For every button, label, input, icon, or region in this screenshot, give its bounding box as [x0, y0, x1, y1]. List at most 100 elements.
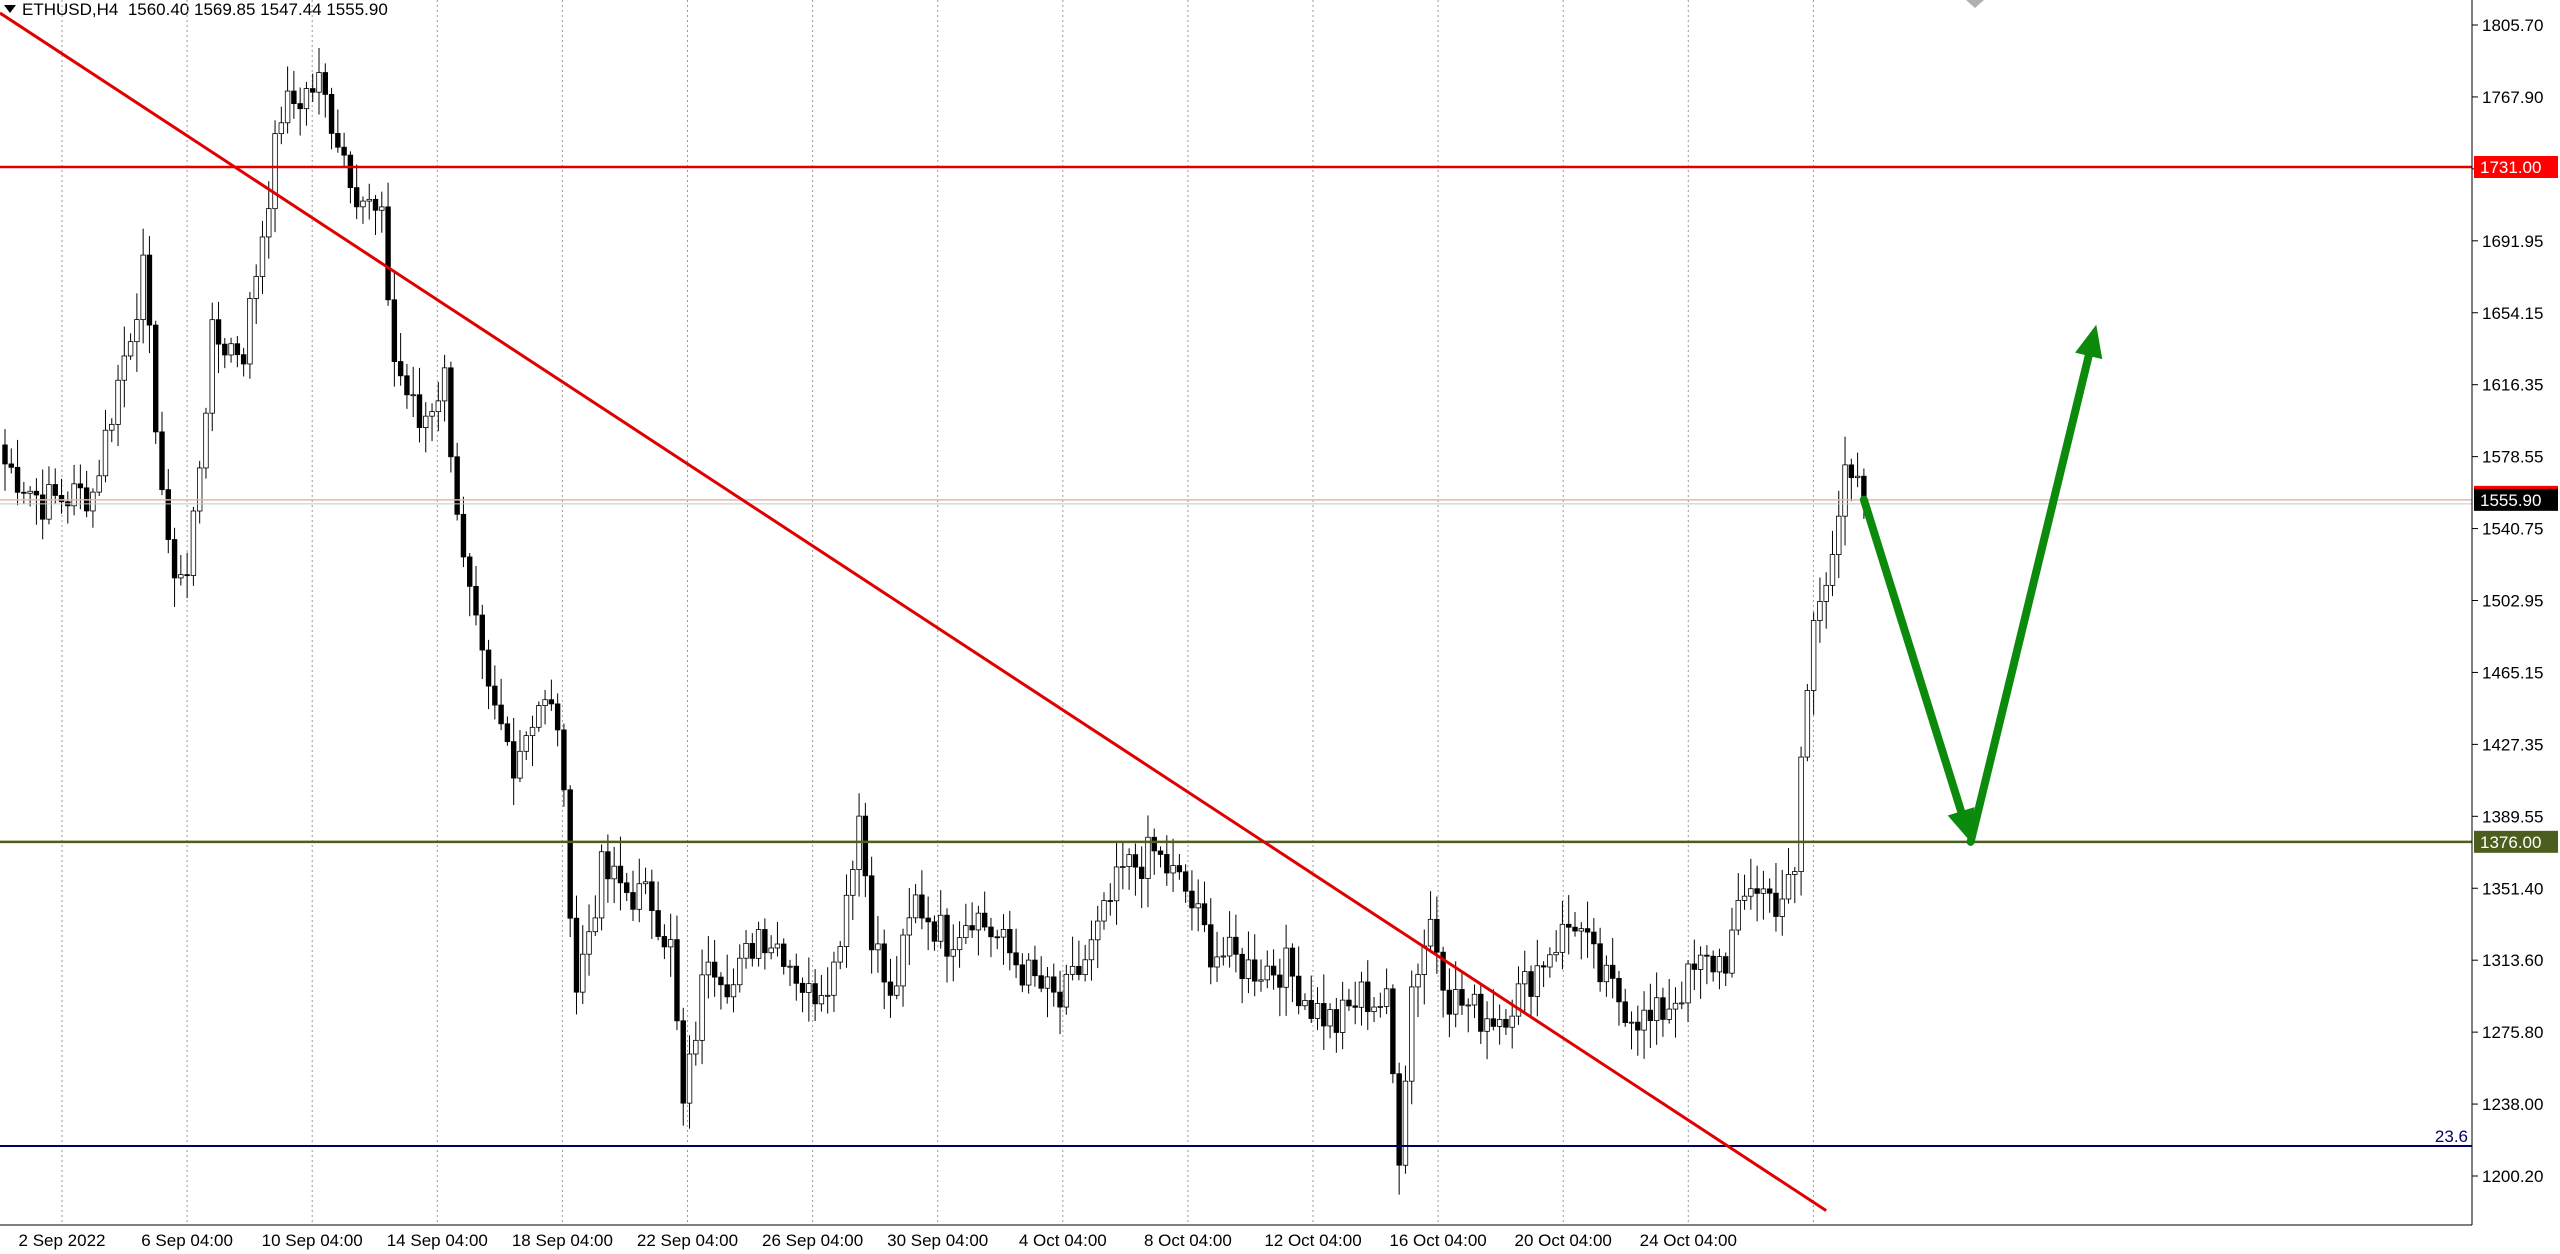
candle-body — [196, 467, 203, 512]
candle-body — [774, 943, 781, 949]
candle — [919, 870, 925, 930]
candle-body — [1371, 1006, 1377, 1013]
resistance-price-tag-bg — [2474, 155, 2558, 178]
candle — [1025, 953, 1032, 994]
candle — [1679, 981, 1685, 1010]
candle — [567, 785, 573, 938]
candle-body — [1208, 924, 1214, 968]
candle — [1471, 984, 1478, 1019]
candle-body — [1547, 954, 1553, 968]
candle — [1465, 998, 1471, 1033]
candle-body — [1270, 965, 1277, 976]
candle — [228, 337, 234, 363]
candle — [988, 917, 994, 958]
candle — [90, 488, 96, 528]
candle — [1716, 948, 1723, 990]
candle — [787, 959, 793, 986]
candle — [925, 896, 931, 951]
candle-body — [492, 685, 498, 706]
candle — [1402, 1065, 1409, 1174]
candle-body — [781, 943, 787, 967]
candle-body — [259, 236, 266, 277]
candle — [247, 291, 253, 379]
candle — [1685, 960, 1691, 1023]
candle — [950, 924, 956, 982]
candle-body — [1358, 981, 1365, 1008]
candle-body — [448, 367, 454, 458]
candle-body — [1226, 936, 1233, 957]
candle-body — [272, 133, 278, 210]
candle — [912, 884, 919, 924]
price-tick-label: 1275.80 — [2482, 1023, 2543, 1042]
candle — [291, 70, 297, 119]
candle — [1616, 970, 1622, 1026]
candle-body — [900, 934, 906, 987]
candle-body — [316, 72, 322, 93]
candle — [1000, 914, 1007, 965]
candle — [385, 182, 391, 306]
candle — [762, 918, 768, 970]
candle-body — [1710, 955, 1716, 973]
candle — [316, 47, 322, 115]
candle-body — [523, 735, 529, 752]
candle — [1101, 892, 1107, 930]
candle-body — [1402, 1080, 1409, 1166]
candle-body — [404, 375, 410, 396]
candle-body — [768, 947, 774, 954]
candle — [580, 925, 586, 1005]
candle — [1120, 841, 1126, 890]
candle — [806, 957, 812, 1022]
dropdown-triangle-icon[interactable] — [4, 4, 16, 13]
candle — [1377, 992, 1384, 1018]
candle — [944, 908, 950, 983]
candle — [730, 968, 737, 1013]
candle-body — [705, 961, 712, 976]
candle-body — [711, 961, 718, 978]
candle-body — [1515, 983, 1522, 1017]
candle-body — [1509, 1015, 1515, 1028]
candle — [561, 723, 567, 807]
time-tick-label: 16 Oct 04:00 — [1389, 1231, 1486, 1250]
candle-body — [1773, 892, 1779, 917]
candle — [1164, 835, 1170, 886]
candle — [1691, 939, 1698, 991]
candle — [253, 264, 259, 325]
candle-body — [1804, 690, 1811, 758]
candle-body — [931, 921, 938, 942]
candle-body — [667, 939, 674, 948]
candle — [1603, 955, 1610, 997]
candle-body — [366, 198, 372, 202]
candle-body — [322, 72, 328, 95]
candle — [1220, 937, 1227, 966]
candle-body — [1138, 866, 1145, 879]
candle — [1189, 870, 1195, 931]
candle — [1478, 985, 1484, 1044]
price-tick-label: 1465.15 — [2482, 663, 2543, 682]
candle-body — [460, 513, 467, 558]
candle-body — [580, 953, 586, 993]
candle — [1484, 1001, 1490, 1060]
candle-body — [661, 936, 668, 948]
candle-body — [1088, 939, 1095, 961]
candle — [994, 929, 1000, 950]
candle — [1446, 968, 1453, 1038]
candle — [642, 867, 649, 895]
shift-marker-icon — [1966, 0, 1984, 8]
price-tick-label: 1389.55 — [2482, 807, 2543, 826]
candle-body — [1032, 959, 1038, 977]
candle — [52, 468, 58, 504]
candle — [134, 293, 140, 372]
price-tick-label: 1200.20 — [2482, 1167, 2543, 1186]
candle-body — [1019, 964, 1026, 986]
candle-body — [1440, 951, 1446, 991]
candle — [347, 151, 354, 204]
candle — [1252, 934, 1258, 997]
bid-price-tag-text: 1555.90 — [2480, 491, 2541, 510]
candle-body — [1534, 965, 1541, 997]
candle-body — [1760, 888, 1767, 894]
candle-body — [347, 154, 354, 189]
candle-body — [743, 943, 749, 959]
candle — [1321, 974, 1327, 1050]
candle — [372, 195, 379, 236]
